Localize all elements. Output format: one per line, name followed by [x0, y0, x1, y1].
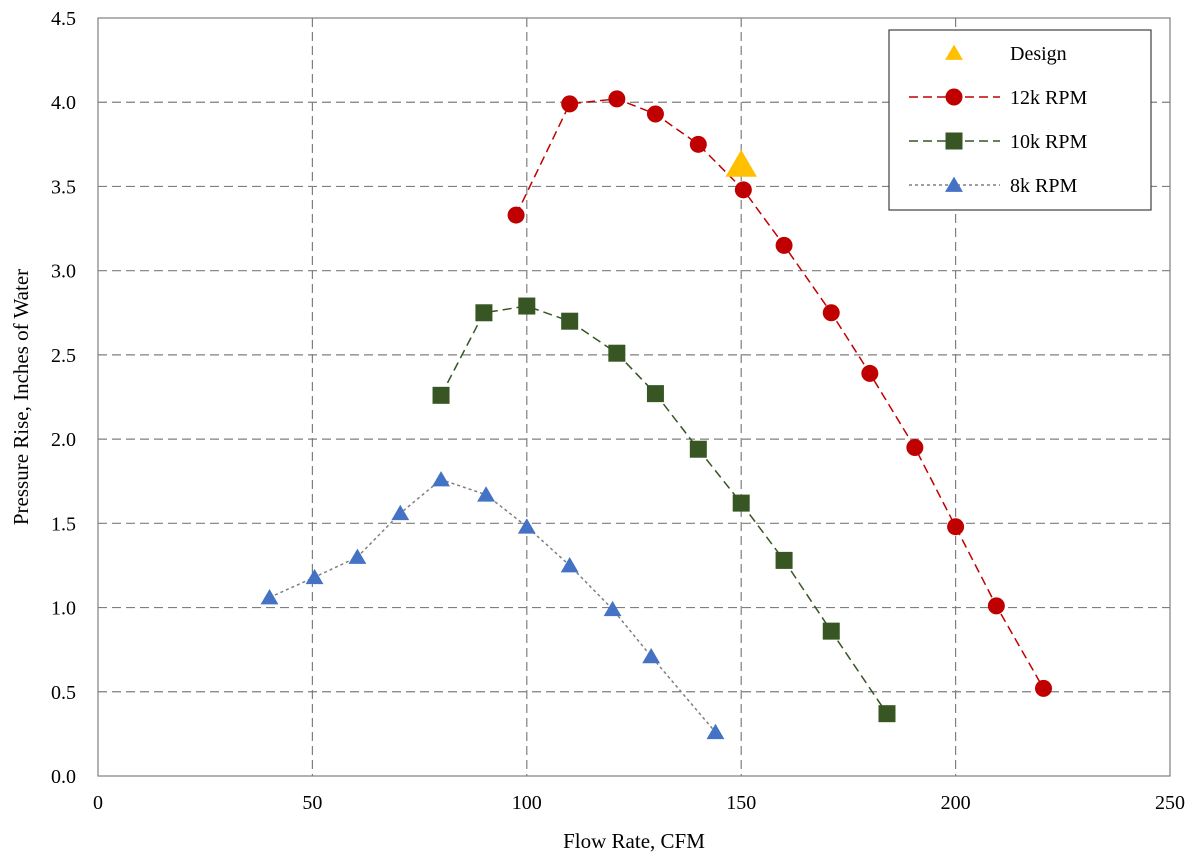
y-axis-tick-labels: 0.0 0.5 1.0 1.5 2.0 2.5 3.0 3.5 4.0 4.5: [51, 8, 76, 788]
data-point-8k-rpm: [642, 647, 661, 664]
y-tick-label: 0.0: [51, 766, 76, 788]
series-design: [725, 149, 757, 177]
y-axis-title: Pressure Rise, Inches of Water: [9, 269, 33, 525]
legend-entry-10k-rpm: 10k RPM: [909, 131, 1087, 153]
legend-label-10k-rpm: 10k RPM: [1010, 131, 1087, 153]
y-tick-label: 3.0: [51, 261, 76, 283]
data-point-12k-rpm: [987, 597, 1005, 615]
data-point-8k-rpm: [560, 557, 579, 573]
legend-entry-design: Design: [945, 43, 1067, 65]
data-point-10k-rpm: [775, 551, 793, 569]
x-tick-label: 150: [726, 792, 756, 814]
plot-area-border: [97, 17, 1171, 777]
data-point-8k-rpm: [706, 723, 725, 740]
data-point-12k-rpm: [775, 236, 793, 254]
data-point-8k-rpm: [391, 504, 410, 521]
data-series: [260, 90, 1053, 740]
data-point-10k-rpm: [689, 440, 707, 458]
data-point-8k-rpm: [603, 600, 622, 617]
legend-label-design: Design: [1010, 43, 1067, 65]
legend-marker-design: [945, 44, 963, 60]
data-point-12k-rpm: [646, 105, 664, 123]
series-8k-rpm: [260, 471, 725, 740]
y-tick-label: 2.5: [51, 345, 76, 367]
data-point-10k-rpm: [561, 312, 579, 330]
data-point-8k-rpm: [305, 568, 324, 585]
data-point-8k-rpm: [517, 518, 536, 534]
data-point-12k-rpm: [947, 518, 965, 536]
y-tick-label: 1.5: [51, 513, 76, 535]
x-axis-tick-labels: 0 50 100 150 200 250: [93, 792, 1185, 814]
data-point-10k-rpm: [878, 705, 896, 723]
data-point-10k-rpm: [732, 494, 750, 512]
legend-box: [888, 29, 1152, 211]
y-tick-label: 3.5: [51, 176, 76, 198]
data-point-12k-rpm: [822, 304, 840, 322]
x-tick-label: 0: [93, 792, 103, 814]
data-point-12k-rpm: [906, 439, 924, 457]
legend-label-12k-rpm: 12k RPM: [1010, 87, 1087, 109]
data-point-10k-rpm: [518, 297, 536, 315]
data-point-12k-rpm: [608, 90, 626, 108]
data-point-8k-rpm: [348, 548, 367, 564]
series-10k-rpm: [432, 297, 896, 723]
x-tick-label: 100: [512, 792, 542, 814]
series-12k-rpm: [507, 90, 1053, 697]
legend-label-8k-rpm: 8k RPM: [1010, 175, 1077, 197]
data-point-design: [725, 149, 757, 177]
data-point-12k-rpm: [561, 95, 579, 113]
data-point-10k-rpm: [608, 344, 626, 362]
data-point-8k-rpm: [432, 471, 450, 487]
legend-entry-12k-rpm: 12k RPM: [909, 87, 1087, 109]
x-tick-label: 250: [1155, 792, 1185, 814]
data-point-12k-rpm: [861, 364, 879, 382]
x-tick-label: 200: [941, 792, 971, 814]
y-tick-label: 2.0: [51, 429, 76, 451]
data-point-12k-rpm: [507, 206, 525, 224]
data-point-10k-rpm: [646, 385, 664, 403]
data-point-8k-rpm: [477, 486, 495, 502]
data-point-10k-rpm: [475, 304, 493, 322]
legend-entry-8k-rpm: 8k RPM: [909, 175, 1077, 197]
legend-marker-12k-rpm: [945, 88, 963, 106]
x-tick-label: 50: [302, 792, 322, 814]
data-point-12k-rpm: [689, 135, 707, 153]
legend: Design 12k RPM 10k RPM 8k RPM: [888, 29, 1152, 211]
data-point-10k-rpm: [822, 622, 840, 640]
y-tick-label: 0.5: [51, 682, 76, 704]
data-point-12k-rpm: [734, 181, 752, 199]
data-point-12k-rpm: [1035, 679, 1053, 697]
y-tick-label: 1.0: [51, 598, 76, 620]
data-point-10k-rpm: [432, 386, 450, 404]
data-point-8k-rpm: [260, 589, 279, 605]
y-tick-label: 4.5: [51, 8, 76, 30]
y-tick-label: 4.0: [51, 92, 76, 114]
x-axis-title: Flow Rate, CFM: [563, 829, 705, 853]
legend-marker-10k-rpm: [945, 132, 963, 150]
legend-marker-8k-rpm: [945, 176, 963, 192]
